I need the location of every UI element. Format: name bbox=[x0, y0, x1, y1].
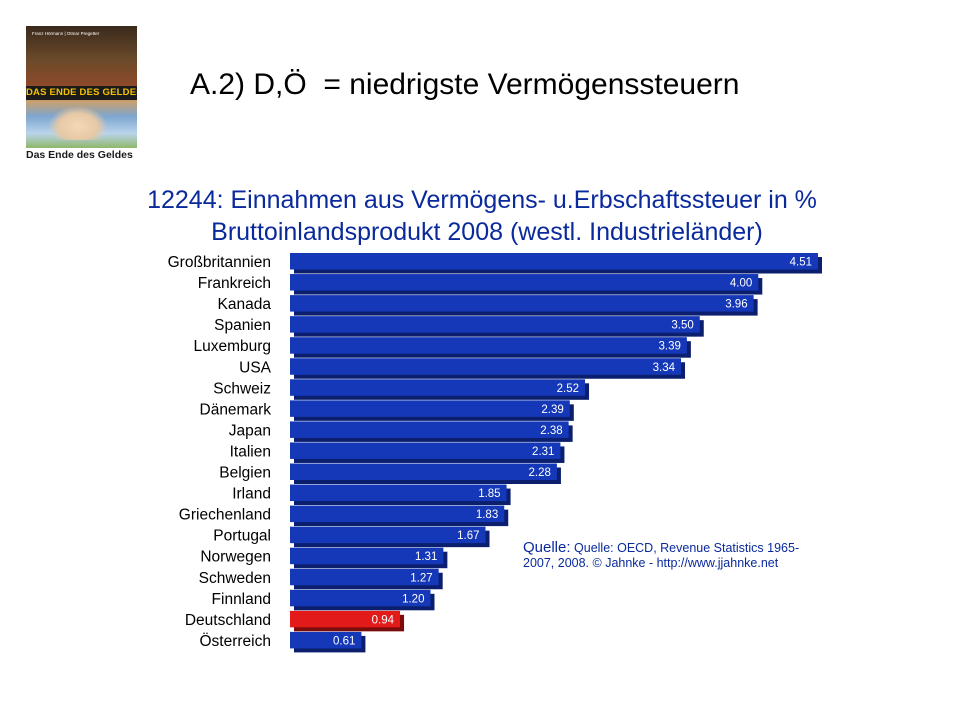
bar-irland bbox=[290, 484, 507, 502]
bar-luxemburg bbox=[290, 337, 687, 354]
category-label-irland: Irland bbox=[232, 486, 271, 503]
category-label-deutschland: Deutschland bbox=[185, 612, 271, 629]
category-label-griechenland: Griechenland bbox=[179, 507, 271, 524]
value-label-irland: 1.85 bbox=[478, 488, 500, 500]
category-label-kanada: Kanada bbox=[218, 296, 272, 313]
value-label-frankreich: 4.00 bbox=[730, 278, 752, 290]
source-heading: Quelle: bbox=[523, 539, 571, 556]
category-label-grossbritannien: Großbritannien bbox=[168, 254, 271, 271]
bar-finnland bbox=[290, 589, 431, 607]
source-text: Quelle: OECD, Revenue Statistics 1965-20… bbox=[523, 541, 800, 570]
category-label-schweden: Schweden bbox=[199, 570, 271, 587]
value-label-schweden: 1.27 bbox=[410, 572, 432, 584]
chart-subtitle: Bruttoinlandsprodukt 2008 (westl. Indust… bbox=[211, 218, 763, 246]
value-label-belgien: 2.28 bbox=[529, 467, 551, 479]
book-authors: Franz Hörmann | Otmar Pregetter bbox=[32, 31, 100, 36]
value-label-luxemburg: 3.39 bbox=[658, 341, 680, 353]
book-cover-thumbnail: Franz Hörmann | Otmar Pregetter DAS ENDE… bbox=[22, 26, 147, 166]
category-label-norwegen: Norwegen bbox=[200, 549, 271, 566]
book-people-illustration bbox=[48, 106, 108, 140]
category-label-finnland: Finnland bbox=[212, 591, 271, 608]
bars-group: 4.51 Großbritannien 4.00 Frankreich 3.96 Kana… bbox=[168, 253, 822, 653]
bar-spanien bbox=[290, 316, 700, 333]
bar-portugal bbox=[290, 526, 486, 544]
category-label-japan: Japan bbox=[229, 422, 271, 439]
bar-osterreich bbox=[290, 631, 362, 649]
value-label-danemark: 2.39 bbox=[541, 404, 563, 416]
value-label-grossbritannien: 4.51 bbox=[790, 257, 812, 269]
book-caption: Das Ende des Geldes bbox=[26, 149, 133, 161]
bar-japan bbox=[290, 421, 569, 438]
book-banner: DAS ENDE DES GELDES bbox=[26, 86, 137, 100]
value-label-italien: 2.31 bbox=[532, 446, 554, 458]
book-cover-image: Franz Hörmann | Otmar Pregetter DAS ENDE… bbox=[26, 26, 137, 148]
value-label-deutschland: 0.94 bbox=[372, 614, 395, 626]
value-label-osterreich: 0.61 bbox=[333, 635, 355, 647]
category-label-luxemburg: Luxemburg bbox=[193, 338, 271, 355]
bar-belgien bbox=[290, 463, 557, 480]
value-label-kanada: 3.96 bbox=[725, 299, 747, 311]
category-label-frankreich: Frankreich bbox=[198, 275, 271, 292]
value-label-griechenland: 1.83 bbox=[476, 509, 498, 521]
bar-griechenland bbox=[290, 505, 505, 523]
value-label-norwegen: 1.31 bbox=[415, 551, 437, 563]
bar-grossbritannien bbox=[290, 253, 818, 270]
value-label-portugal: 1.67 bbox=[457, 530, 479, 542]
bar-danemark bbox=[290, 400, 570, 417]
bar-schweiz bbox=[290, 379, 586, 396]
bar-usa bbox=[290, 358, 682, 375]
bar-kanada bbox=[290, 295, 754, 312]
category-label-schweiz: Schweiz bbox=[213, 380, 271, 397]
category-label-italien: Italien bbox=[230, 443, 271, 460]
category-label-danemark: Dänemark bbox=[200, 401, 272, 418]
source-note: Quelle: Quelle: OECD, Revenue Statistics… bbox=[523, 540, 823, 571]
category-label-usa: USA bbox=[239, 359, 272, 376]
value-label-spanien: 3.50 bbox=[671, 320, 693, 332]
value-label-usa: 3.34 bbox=[653, 362, 676, 374]
bar-norwegen bbox=[290, 547, 444, 565]
slide-title: A.2) D,Ö = niedrigste Vermögenssteuern bbox=[190, 68, 740, 101]
bar-frankreich bbox=[290, 274, 759, 291]
bar-schweden bbox=[290, 568, 439, 586]
category-label-spanien: Spanien bbox=[214, 317, 271, 334]
value-label-japan: 2.38 bbox=[540, 425, 562, 437]
value-label-schweiz: 2.52 bbox=[557, 383, 579, 395]
chart-title: 12244: Einnahmen aus Vermögens- u.Erbsch… bbox=[147, 186, 817, 214]
value-label-finnland: 1.20 bbox=[402, 593, 424, 605]
bar-italien bbox=[290, 442, 561, 459]
category-label-belgien: Belgien bbox=[219, 465, 271, 482]
category-label-portugal: Portugal bbox=[213, 528, 271, 545]
bar-deutschland bbox=[290, 610, 401, 628]
category-label-osterreich: Österreich bbox=[200, 632, 272, 650]
